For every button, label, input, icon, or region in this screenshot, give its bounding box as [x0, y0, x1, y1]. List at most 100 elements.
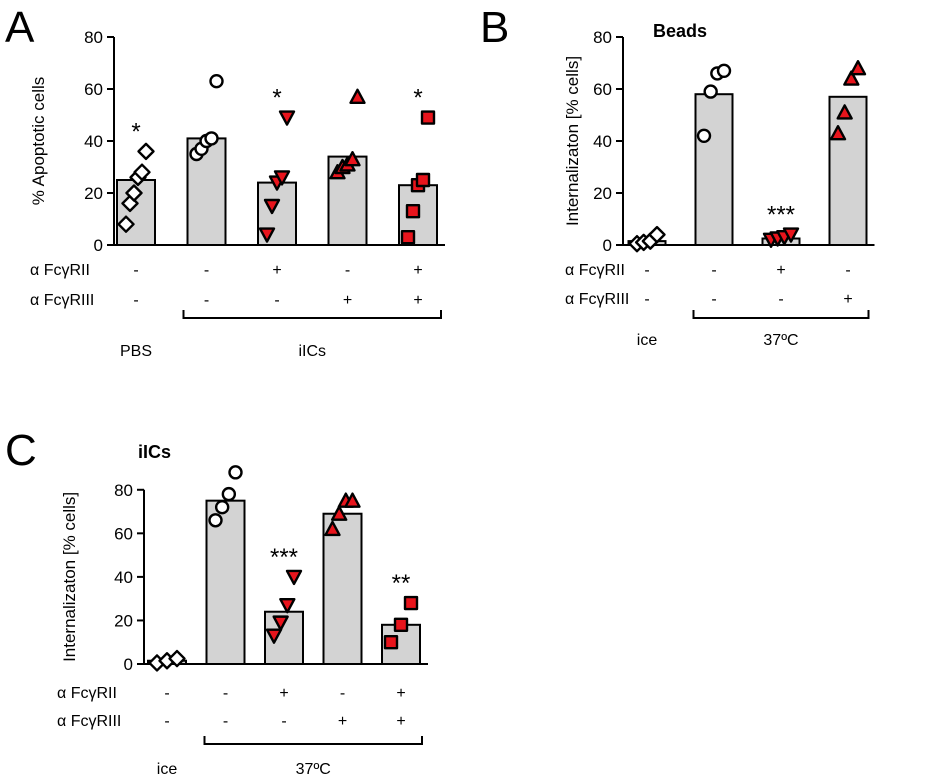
treatment-sign: + — [776, 262, 785, 279]
data-point — [349, 88, 366, 105]
treatment-sign: - — [644, 262, 649, 279]
data-point — [703, 84, 718, 99]
significance-label: * — [131, 118, 140, 145]
data-point — [843, 70, 860, 86]
group-label: iICs — [298, 343, 326, 360]
data-point — [836, 104, 853, 120]
group-bracket — [203, 736, 423, 745]
data-point — [330, 505, 348, 521]
significance-label: * — [272, 85, 281, 112]
y-tick-label: 20 — [84, 184, 103, 203]
data-point — [117, 215, 135, 233]
treatment-sign: + — [396, 713, 405, 730]
y-tick-label: 60 — [593, 80, 612, 99]
treatment-sign: + — [338, 713, 347, 730]
chart-panel-b: 0 20 40 60 80 Internalizaton [% cells] Beads **… — [563, 21, 875, 349]
data-point — [415, 172, 431, 188]
significance-label: * — [413, 85, 422, 112]
y-axis-label: Internalizaton [% cells] — [563, 56, 582, 226]
data-point — [214, 500, 230, 515]
bar — [322, 512, 363, 665]
group-bracket — [182, 310, 442, 319]
data-point — [263, 198, 281, 215]
data-point — [393, 617, 409, 632]
data-point — [272, 615, 289, 631]
treatment-sign: - — [345, 262, 350, 279]
panel-label-a: A — [5, 3, 35, 52]
treatment-sign: - — [340, 685, 345, 702]
y-tick-label: 80 — [593, 28, 612, 47]
treatment-row-label: α FcγRIII — [57, 713, 121, 730]
data-point — [168, 649, 186, 668]
group-label: 37ºC — [296, 761, 331, 775]
data-point — [228, 465, 243, 480]
y-tick-label: 20 — [114, 611, 133, 630]
data-point — [265, 628, 283, 644]
y-tick-label: 80 — [114, 481, 133, 500]
data-point — [285, 569, 303, 586]
data-point — [221, 486, 237, 502]
treatment-sign: + — [343, 292, 352, 309]
y-tick-label: 40 — [593, 132, 612, 151]
data-point — [279, 598, 296, 614]
treatment-sign: - — [133, 262, 138, 279]
treatment-sign: - — [164, 713, 169, 730]
treatment-sign: - — [778, 291, 783, 308]
data-point — [344, 492, 361, 508]
data-point — [133, 163, 151, 181]
data-point — [782, 227, 800, 243]
chart-title: Beads — [653, 21, 707, 41]
group-label: ice — [157, 761, 178, 775]
treatment-sign: - — [644, 291, 649, 308]
y-tick-label: 40 — [84, 132, 103, 151]
data-point — [383, 635, 399, 650]
bar — [205, 499, 246, 665]
treatment-row-label: α FcγRIII — [565, 291, 629, 308]
data-point — [204, 131, 219, 146]
treatment-sign: - — [274, 292, 279, 309]
data-point — [716, 63, 732, 79]
treatment-sign: - — [133, 292, 138, 309]
data-point — [258, 227, 276, 243]
significance-label: ** — [392, 570, 411, 597]
treatment-sign: - — [164, 685, 169, 702]
data-point — [278, 110, 296, 126]
group-label: PBS — [120, 343, 152, 360]
data-point — [405, 203, 421, 219]
treatment-sign: + — [272, 262, 281, 279]
data-point — [137, 142, 155, 161]
treatment-sign: + — [843, 291, 852, 308]
group-bracket — [692, 310, 870, 319]
treatment-sign: + — [413, 262, 422, 279]
panel-label-c: C — [5, 426, 37, 475]
chart-panel-a: 0 20 40 60 80 % Apoptotic cells * * * α FcγRII - - +… — [29, 28, 445, 360]
data-point — [829, 124, 847, 141]
treatment-sign: + — [396, 685, 405, 702]
data-point — [125, 184, 143, 202]
y-tick-label: 0 — [94, 236, 103, 255]
panel-label-b: B — [480, 3, 509, 52]
treatment-row-label: α FcγRII — [565, 262, 625, 279]
y-tick-label: 20 — [593, 184, 612, 203]
chart-title: iICs — [138, 442, 171, 462]
data-point — [324, 520, 341, 537]
treatment-sign: - — [281, 713, 286, 730]
y-tick-label: 80 — [84, 28, 103, 47]
data-point — [403, 595, 419, 611]
significance-label: *** — [270, 544, 298, 571]
y-tick-label: 60 — [84, 80, 103, 99]
bar — [694, 93, 734, 246]
y-tick-label: 40 — [114, 568, 133, 587]
data-point — [273, 170, 291, 186]
data-point — [208, 513, 223, 528]
treatment-row-label: α FcγRIII — [30, 292, 94, 309]
treatment-sign: + — [413, 292, 422, 309]
significance-label: *** — [767, 202, 795, 229]
data-point — [400, 229, 416, 245]
data-point — [696, 128, 712, 144]
treatment-sign: - — [204, 262, 209, 279]
treatment-sign: - — [711, 262, 716, 279]
bar — [828, 95, 868, 246]
treatment-sign: + — [279, 685, 288, 702]
